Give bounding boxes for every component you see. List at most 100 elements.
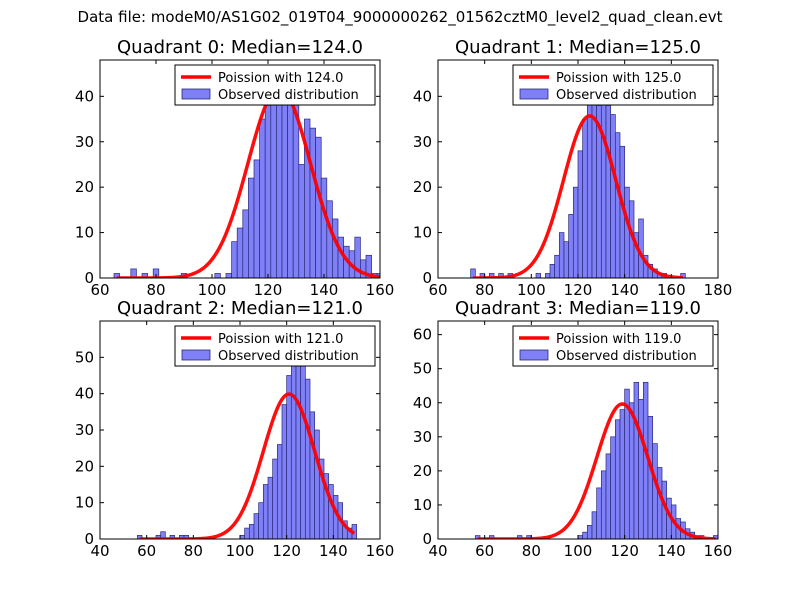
histogram-bar — [315, 136, 322, 278]
x-tick-label: 100 — [564, 542, 593, 560]
x-tick-label: 120 — [564, 281, 593, 299]
histogram-bar — [314, 429, 320, 539]
x-tick-label: 120 — [610, 542, 639, 560]
x-tick-label: 140 — [657, 542, 686, 560]
x-tick-label: 40 — [428, 542, 447, 560]
legend-hist-swatch — [181, 349, 211, 361]
y-tick-label: 20 — [75, 178, 94, 196]
y-tick-label: 30 — [75, 421, 94, 439]
x-tick-label: 80 — [522, 542, 541, 560]
histogram-bar — [286, 375, 292, 539]
x-tick-label: 100 — [517, 281, 546, 299]
y-tick-label: 0 — [422, 269, 432, 287]
histogram-bar — [680, 273, 686, 278]
x-tick-label: 60 — [90, 281, 109, 299]
y-tick-label: 40 — [75, 385, 94, 403]
x-tick-label: 120 — [254, 281, 283, 299]
y-tick-label: 30 — [413, 428, 432, 446]
legend-hist-swatch — [519, 88, 549, 100]
histogram-bar — [624, 186, 630, 278]
histogram-bar — [638, 398, 644, 539]
x-tick-label: 60 — [428, 281, 447, 299]
histogram-bar — [591, 511, 598, 539]
x-tick-label: 80 — [475, 281, 494, 299]
axes-frame — [99, 59, 381, 279]
panel-title: Quadrant 3: Median=119.0 — [455, 298, 701, 319]
x-tick-label: 160 — [366, 542, 395, 560]
y-tick-label: 40 — [413, 87, 432, 105]
histogram-bar — [267, 476, 274, 539]
quadrant-panel-0: 60 80 100 120 140 160 0 10 20 30 40 Quadrant 0: Med… — [75, 37, 394, 299]
histogram-bar — [535, 273, 542, 278]
y-tick-label: 10 — [413, 224, 432, 242]
panel-title: Quadrant 1: Median=125.0 — [455, 37, 701, 58]
y-tick-label: 20 — [413, 178, 432, 196]
histogram-bar — [239, 535, 246, 539]
x-tick-label: 100 — [226, 542, 255, 560]
plot-area — [470, 86, 686, 278]
histogram-bar — [281, 404, 288, 539]
legend-curve-label: Poission with 125.0 — [556, 71, 681, 86]
histogram-bar — [258, 502, 264, 539]
histogram-bar — [320, 177, 328, 278]
histogram-bar — [244, 527, 250, 539]
histogram-bar — [248, 524, 255, 539]
histogram-bar — [554, 254, 560, 278]
legend-hist-label: Observed distribution — [218, 349, 359, 364]
histogram-bar — [253, 159, 260, 278]
y-tick-label: 10 — [75, 224, 94, 242]
legend-hist-label: Observed distribution — [218, 88, 359, 103]
histogram-bar — [214, 273, 221, 278]
histogram-bar — [300, 360, 306, 539]
x-tick-label: 60 — [475, 542, 494, 560]
y-tick-label: 50 — [413, 360, 432, 378]
histogram-bar — [605, 105, 612, 278]
histogram-bar — [600, 470, 607, 539]
histogram-bar — [656, 467, 663, 539]
histogram-bar — [236, 227, 244, 278]
histogram-bar — [332, 218, 339, 278]
legend-hist-label: Observed distribution — [556, 88, 697, 103]
histogram-bar — [292, 100, 300, 278]
histogram-bar — [113, 273, 120, 278]
histogram-bar — [264, 105, 272, 278]
legend-hist-label: Observed distribution — [556, 349, 697, 364]
legend-curve-label: Poission with 119.0 — [556, 332, 681, 347]
histogram-bar — [326, 200, 333, 278]
histogram-bar — [544, 273, 551, 278]
histogram-bar — [309, 127, 316, 278]
histogram-bar — [652, 443, 658, 539]
histogram-bar — [365, 254, 372, 278]
x-tick-label: 140 — [319, 542, 348, 560]
histogram-bar — [647, 416, 654, 539]
panel-title: Quadrant 0: Median=124.0 — [117, 37, 363, 58]
poisson-curve — [472, 114, 684, 278]
y-tick-label: 0 — [84, 269, 94, 287]
x-tick-label: 160 — [657, 281, 686, 299]
y-tick-label: 40 — [75, 87, 94, 105]
histogram-bar — [272, 458, 278, 539]
y-tick-label: 10 — [413, 496, 432, 514]
legend-curve-label: Poission with 124.0 — [218, 71, 343, 86]
x-tick-label: 80 — [146, 281, 165, 299]
legend: Poission with 119.0 Observed distribution — [512, 325, 714, 367]
figure-title: Data file: modeM0/AS1G02_019T04_90000002… — [77, 8, 723, 26]
legend: Poission with 125.0 Observed distribution — [512, 64, 714, 106]
x-tick-label: 60 — [137, 542, 156, 560]
y-tick-label: 20 — [75, 457, 94, 475]
histogram-bar — [231, 241, 238, 278]
histogram-bar — [298, 164, 305, 278]
histogram-bar — [354, 236, 361, 278]
x-tick-label: 40 — [90, 542, 109, 560]
histogram-bar — [248, 177, 255, 278]
histogram-bar — [337, 236, 344, 278]
y-tick-label: 50 — [75, 348, 94, 366]
histogram-bar — [610, 114, 616, 278]
legend-hist-swatch — [181, 88, 211, 100]
histogram-bar — [577, 150, 584, 278]
y-tick-label: 20 — [413, 462, 432, 480]
legend-curve-label: Poission with 121.0 — [218, 332, 343, 347]
x-tick-label: 180 — [704, 281, 733, 299]
legend: Poission with 124.0 Observed distribution — [174, 64, 376, 106]
